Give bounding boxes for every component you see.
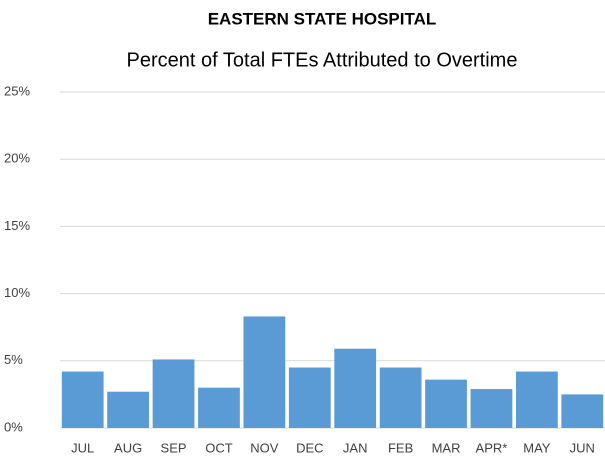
y-tick-label: 5%	[4, 352, 23, 367]
x-tick-label: SEP	[161, 440, 187, 455]
bar	[561, 394, 604, 428]
bar	[379, 367, 422, 428]
x-tick-label: MAR	[432, 440, 461, 455]
bar	[425, 379, 467, 428]
y-tick-label: 0%	[4, 419, 23, 434]
x-tick-label: NOV	[250, 440, 279, 455]
x-tick-label: JAN	[343, 440, 368, 455]
bar	[61, 371, 104, 428]
bar	[515, 371, 558, 428]
chart-subtitle: Percent of Total FTEs Attributed to Over…	[127, 49, 518, 71]
y-tick-label: 20%	[4, 151, 30, 166]
bar	[288, 367, 331, 428]
x-tick-label: OCT	[205, 440, 233, 455]
x-tick-label: APR*	[476, 440, 508, 455]
bar	[243, 316, 286, 428]
y-tick-label: 25%	[4, 83, 30, 98]
y-tick-label: 15%	[4, 218, 30, 233]
x-tick-label: JUL	[71, 440, 94, 455]
x-tick-label: JUN	[570, 440, 595, 455]
chart-title: EASTERN STATE HOSPITAL	[208, 9, 437, 28]
bar	[198, 387, 240, 428]
bar	[470, 389, 513, 428]
bar	[334, 348, 377, 428]
x-tick-label: FEB	[388, 440, 413, 455]
bar	[107, 391, 150, 428]
bar	[152, 359, 195, 428]
x-tick-label: AUG	[114, 440, 142, 455]
x-tick-label: DEC	[296, 440, 323, 455]
x-tick-label: MAY	[523, 440, 551, 455]
y-tick-label: 10%	[4, 285, 30, 300]
